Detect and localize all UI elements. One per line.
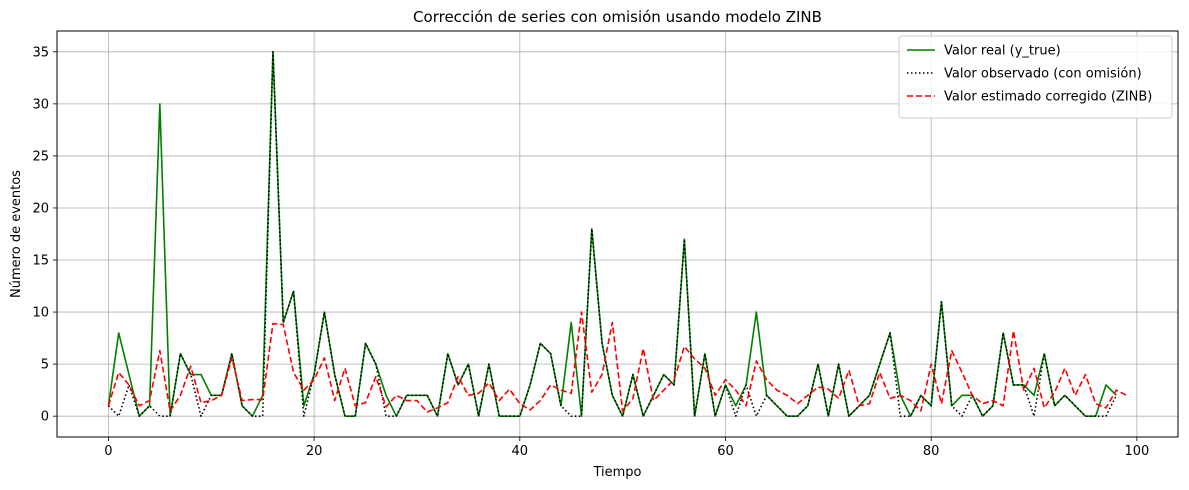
plot-frame: [56, 30, 1179, 438]
y-tick-label: 10: [32, 306, 49, 321]
series-line-1: [107, 51, 1117, 417]
legend: Valor real (y_true) Valor observado (con …: [898, 35, 1173, 119]
y-tick-label: 0: [41, 410, 49, 425]
x-tick-label: 80: [923, 444, 940, 459]
axis-ticks: 0 20 40 60 80 100 0 5 10 15 20 25 30 35: [32, 45, 1149, 459]
legend-label-2: Valor observado (con omisión): [944, 67, 1142, 82]
legend-label-1: Valor real (y_true): [944, 44, 1061, 59]
y-tick-label: 15: [32, 254, 49, 269]
x-tick-label: 100: [1124, 444, 1149, 459]
x-axis-title: Tiempo: [592, 465, 641, 480]
y-tick-label: 20: [32, 201, 49, 216]
x-tick-label: 20: [306, 444, 323, 459]
y-axis-title: Número de eventos: [9, 170, 24, 298]
plot-series-group: [107, 51, 1127, 417]
legend-label-3: Valor estimado corregido (ZINB): [944, 90, 1152, 105]
y-tick-label: 35: [32, 45, 49, 60]
grid-lines: [57, 31, 1178, 437]
legend-box: [898, 35, 1173, 119]
chart-title: Corrección de series con omisión usando …: [413, 8, 822, 26]
x-tick-label: 0: [104, 444, 112, 459]
x-tick-label: 60: [717, 444, 734, 459]
y-tick-label: 5: [41, 358, 49, 373]
series-line-3: [107, 311, 1127, 413]
y-tick-label: 30: [32, 97, 49, 112]
y-tick-label: 25: [32, 149, 49, 164]
x-tick-label: 40: [512, 444, 529, 459]
